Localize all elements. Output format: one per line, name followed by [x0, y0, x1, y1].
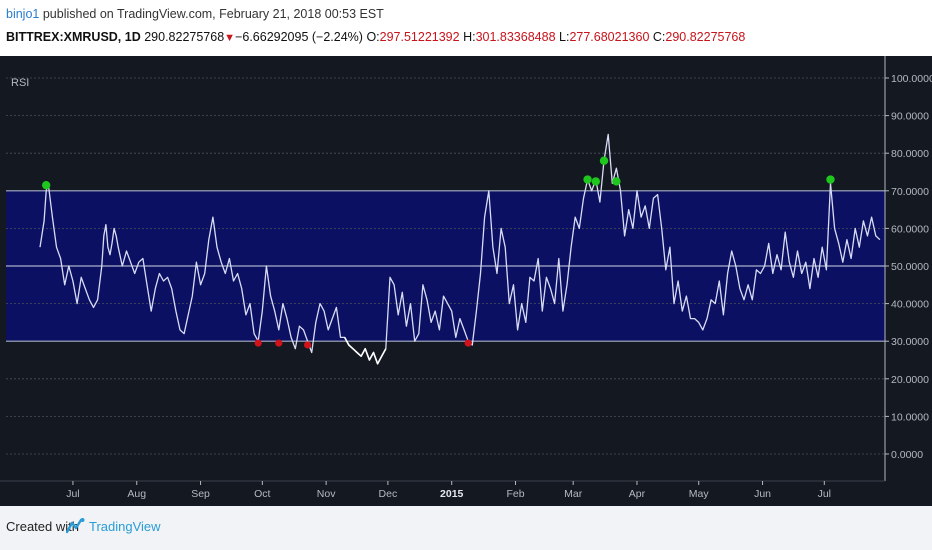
x-tick-label: Nov [317, 488, 336, 500]
rsi-series-line [39, 133, 881, 365]
x-tick-label: Apr [629, 488, 646, 500]
x-tick-label: 2015 [440, 488, 464, 500]
rsi-chart[interactable]: 0.0000 10.0000 20.0000 30.0000 40.0000 50.000… [0, 56, 932, 506]
ohlc-close-label: C: [652, 30, 666, 44]
y-tick-label: 80.0000 [891, 148, 929, 160]
rsi-chart-panel[interactable]: 0.0000 10.0000 20.0000 30.0000 40.0000 50.000… [0, 56, 932, 506]
ohlc-high-label: H: [463, 30, 476, 44]
y-tick-label: 10.0000 [891, 411, 929, 423]
overbought-marker [612, 177, 621, 186]
x-tick-label: Jul [818, 488, 831, 500]
rsi-oversold-segment [343, 337, 387, 365]
y-tick-label: 90.0000 [891, 111, 929, 123]
oversold-marker [275, 339, 283, 347]
down-arrow-icon: ▼ [224, 32, 236, 44]
y-tick-label: 30.0000 [891, 336, 929, 348]
symbol-info: BITTREX:XMRUSD, 1D 290.82275768▼−6.66292… [6, 30, 745, 44]
x-tick-label: Dec [379, 488, 398, 500]
symbol-name[interactable]: BITTREX:XMRUSD, 1D [6, 30, 141, 44]
ohlc-close-value: 290.82275768 [665, 30, 746, 44]
chart-header: binjo1 published on TradingView.com, Feb… [0, 0, 932, 56]
tradingview-brand-link[interactable]: TradingView [89, 519, 161, 534]
y-tick-label: 70.0000 [891, 186, 929, 198]
x-tick-label: Oct [254, 488, 270, 500]
overbought-marker [41, 180, 51, 190]
publish-info: binjo1 published on TradingView.com, Feb… [6, 7, 384, 21]
ohlc-low-label: L: [559, 30, 570, 44]
y-tick-label: 20.0000 [891, 374, 929, 386]
x-tick-label: Sep [191, 488, 210, 500]
x-tick-label: Feb [506, 488, 524, 500]
overbought-marker [826, 175, 835, 184]
ohlc-open-value: 297.51221392 [379, 30, 460, 44]
oversold-marker [304, 341, 312, 349]
indicator-label: RSI [11, 77, 29, 89]
x-tick-label: Mar [564, 488, 583, 500]
overbought-marker [583, 175, 592, 184]
y-tick-label: 100.0000 [891, 73, 932, 85]
y-tick-label: 50.0000 [891, 261, 929, 273]
price-change: −6.66292095 (−2.24%) [235, 30, 363, 44]
overbought-marker [591, 177, 601, 186]
x-tick-label: Jul [66, 488, 79, 500]
oversold-marker [254, 339, 262, 347]
author-link[interactable]: binjo1 [6, 7, 40, 21]
overbought-marker [599, 156, 609, 165]
published-text: published on TradingView.com, February 2… [42, 7, 384, 21]
y-tick-label: 0.0000 [891, 449, 923, 461]
x-tick-label: May [689, 488, 710, 500]
y-tick-label: 60.0000 [891, 223, 929, 235]
ohlc-open-label: O: [366, 30, 380, 44]
oversold-marker [464, 339, 472, 347]
created-with-text: Created with [6, 519, 79, 534]
y-tick-label: 40.0000 [891, 299, 929, 311]
x-tick-label: Jun [754, 488, 771, 500]
x-tick-label: Aug [127, 488, 146, 500]
ohlc-high-value: 301.83368488 [475, 30, 556, 44]
footer-bar: Created with TradingView [0, 506, 932, 550]
ohlc-low-value: 277.68021360 [569, 30, 650, 44]
last-price: 290.82275768 [144, 30, 225, 44]
tradingview-logo-icon[interactable] [66, 517, 86, 535]
